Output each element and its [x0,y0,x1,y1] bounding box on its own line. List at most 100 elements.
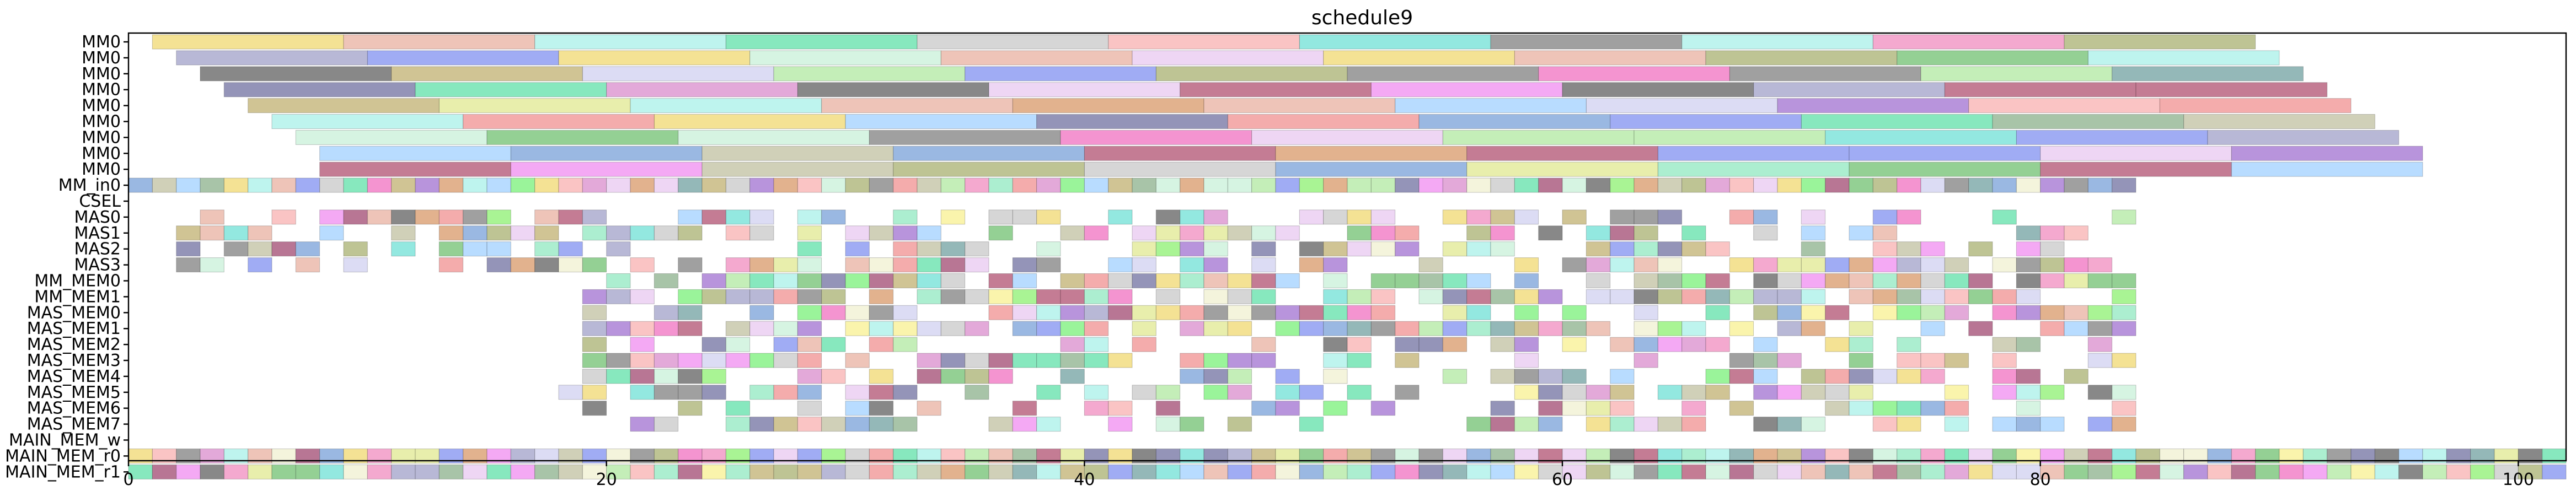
task-bar [1801,289,1826,304]
task-bar [1036,241,1061,257]
task-bar [1323,50,1515,66]
task-bar [1251,337,1276,352]
task-bar [1801,369,1826,384]
task-bar [1610,401,1635,416]
task-bar [821,464,846,479]
task-bar [1681,289,1706,304]
task-bar [1634,289,1658,304]
task-bar [869,257,894,273]
task-bar [1920,289,1945,304]
task-bar [176,50,368,66]
task-bar [1227,225,1252,241]
task-bar [940,177,966,193]
task-bar [749,417,774,432]
task-bar [1634,177,1658,193]
task-bar [1514,289,1539,304]
task-bar [367,209,392,225]
task-bar [2016,241,2041,257]
task-bar [1825,305,1850,320]
task-bar [1227,273,1252,288]
task-bar [1562,177,1587,193]
task-bar [176,177,201,193]
x-tick-label: 40 [1074,470,1095,489]
task-bar [965,257,989,273]
task-bar [1442,241,1468,257]
task-bar [2040,257,2065,273]
task-bar [1634,353,1658,368]
task-bar [1705,177,1730,193]
task-bar [2040,305,2065,320]
task-bar [1442,273,1468,288]
task-bar [773,385,798,400]
task-bar [1681,385,1706,400]
task-bar [1514,369,1539,384]
task-bar [391,66,583,82]
task-bar [654,273,679,288]
task-bar [1347,305,1372,320]
task-bar [940,464,966,479]
task-bar [1657,385,1683,400]
task-bar [1012,401,1037,416]
task-bar [893,177,918,193]
task-bar [1514,209,1539,225]
task-bar [1275,225,1300,241]
task-bar [2398,464,2423,479]
y-tick-label: MAS_MEM3 [27,351,121,370]
task-bar [1610,209,1635,225]
task-bar [1681,34,1873,50]
task-bar [797,369,822,384]
task-bar [917,401,941,416]
task-bar [773,273,798,288]
task-bar [821,273,846,288]
task-bar [1801,464,1826,479]
task-bar [1370,177,1396,193]
task-bar [606,273,631,288]
task-bar [1275,177,1300,193]
task-bar [1132,50,1324,66]
task-bar [965,177,989,193]
task-bar [343,177,368,193]
task-bar [773,177,798,193]
task-bar [1347,66,1539,82]
task-bar [2518,464,2543,479]
task-bar [200,225,224,241]
task-bar [606,464,631,479]
task-bar [534,464,559,479]
task-bar [1395,337,1420,352]
task-bar [2064,369,2088,384]
task-bar [1084,305,1109,320]
task-bar [1347,353,1372,368]
y-tick-label: MM_MEM1 [34,287,121,306]
task-bar [1562,337,1587,352]
task-bar [845,385,870,400]
task-bar [797,289,822,304]
task-bar [654,114,846,129]
task-bar [463,225,488,241]
task-bar [1132,177,1156,193]
task-bar [606,369,631,384]
task-bar [248,177,272,193]
task-bar [1897,401,1921,416]
task-bar [2112,401,2136,416]
task-bar [1108,273,1133,288]
task-bar [1060,130,1252,145]
task-bar [773,353,798,368]
task-bar [1084,337,1109,352]
task-bar [1466,273,1491,288]
task-bar [2087,50,2280,66]
task-bar [1012,353,1037,368]
task-bar [1418,464,1443,479]
task-bar [797,321,822,336]
task-bar [1490,337,1515,352]
task-bar [1634,417,1658,432]
task-bar [701,369,726,384]
task-bar [1872,209,1898,225]
task-bar [1872,289,1898,304]
task-bar [1610,241,1635,257]
task-bar [1944,353,1969,368]
task-bar [582,177,607,193]
task-bar [1657,257,1683,273]
task-bar [343,34,535,50]
task-bar [917,273,941,288]
task-bar [438,177,464,193]
